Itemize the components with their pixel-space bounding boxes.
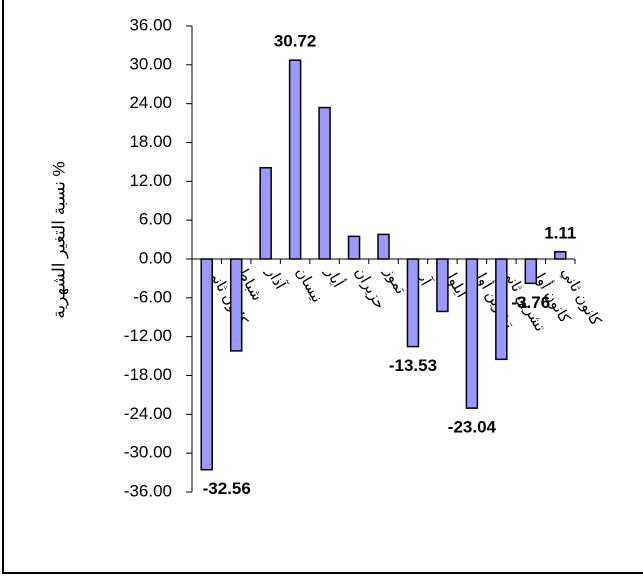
bar bbox=[229, 258, 243, 352]
y-tick-label: 18.00 bbox=[129, 132, 172, 151]
y-tick-label: 24.00 bbox=[129, 93, 172, 112]
data-label: -23.04 bbox=[448, 418, 497, 437]
bar bbox=[465, 258, 479, 409]
bar bbox=[318, 106, 331, 260]
x-tick-label: آذار bbox=[262, 263, 290, 293]
bar bbox=[436, 258, 449, 313]
y-axis-label: نسبة التغير الشهرية % bbox=[49, 161, 69, 318]
bar bbox=[200, 258, 213, 471]
y-tick-label: -36.00 bbox=[124, 481, 172, 500]
data-label: 1.11 bbox=[544, 223, 576, 242]
y-tick-label: -24.00 bbox=[124, 404, 172, 423]
data-label: 30.72 bbox=[274, 32, 317, 51]
bar bbox=[495, 258, 508, 361]
y-tick-label: 12.00 bbox=[129, 171, 172, 190]
y-tick-label: 36.00 bbox=[129, 15, 172, 34]
y-tick-label: -6.00 bbox=[133, 287, 172, 306]
bar bbox=[406, 258, 420, 348]
bar bbox=[288, 59, 302, 260]
bar bbox=[554, 251, 567, 260]
y-tick-label: -12.00 bbox=[124, 326, 172, 345]
x-tick-label: تموز bbox=[380, 264, 409, 297]
x-tick-label: أيار bbox=[321, 263, 348, 291]
y-tick-label: -18.00 bbox=[124, 365, 172, 384]
data-label: -3.76 bbox=[511, 293, 550, 312]
bar bbox=[259, 166, 272, 260]
data-label: -13.53 bbox=[389, 356, 437, 375]
y-tick-label: 0.00 bbox=[139, 248, 172, 267]
y-tick-label: 6.00 bbox=[139, 210, 172, 229]
y-tick-label: -30.00 bbox=[124, 443, 172, 462]
y-tick-label: 30.00 bbox=[129, 54, 172, 73]
x-tick-label: نيسان bbox=[292, 264, 326, 305]
bar bbox=[377, 233, 390, 260]
data-label: -32.56 bbox=[203, 479, 251, 498]
bar bbox=[524, 258, 538, 285]
bar bbox=[347, 235, 361, 260]
